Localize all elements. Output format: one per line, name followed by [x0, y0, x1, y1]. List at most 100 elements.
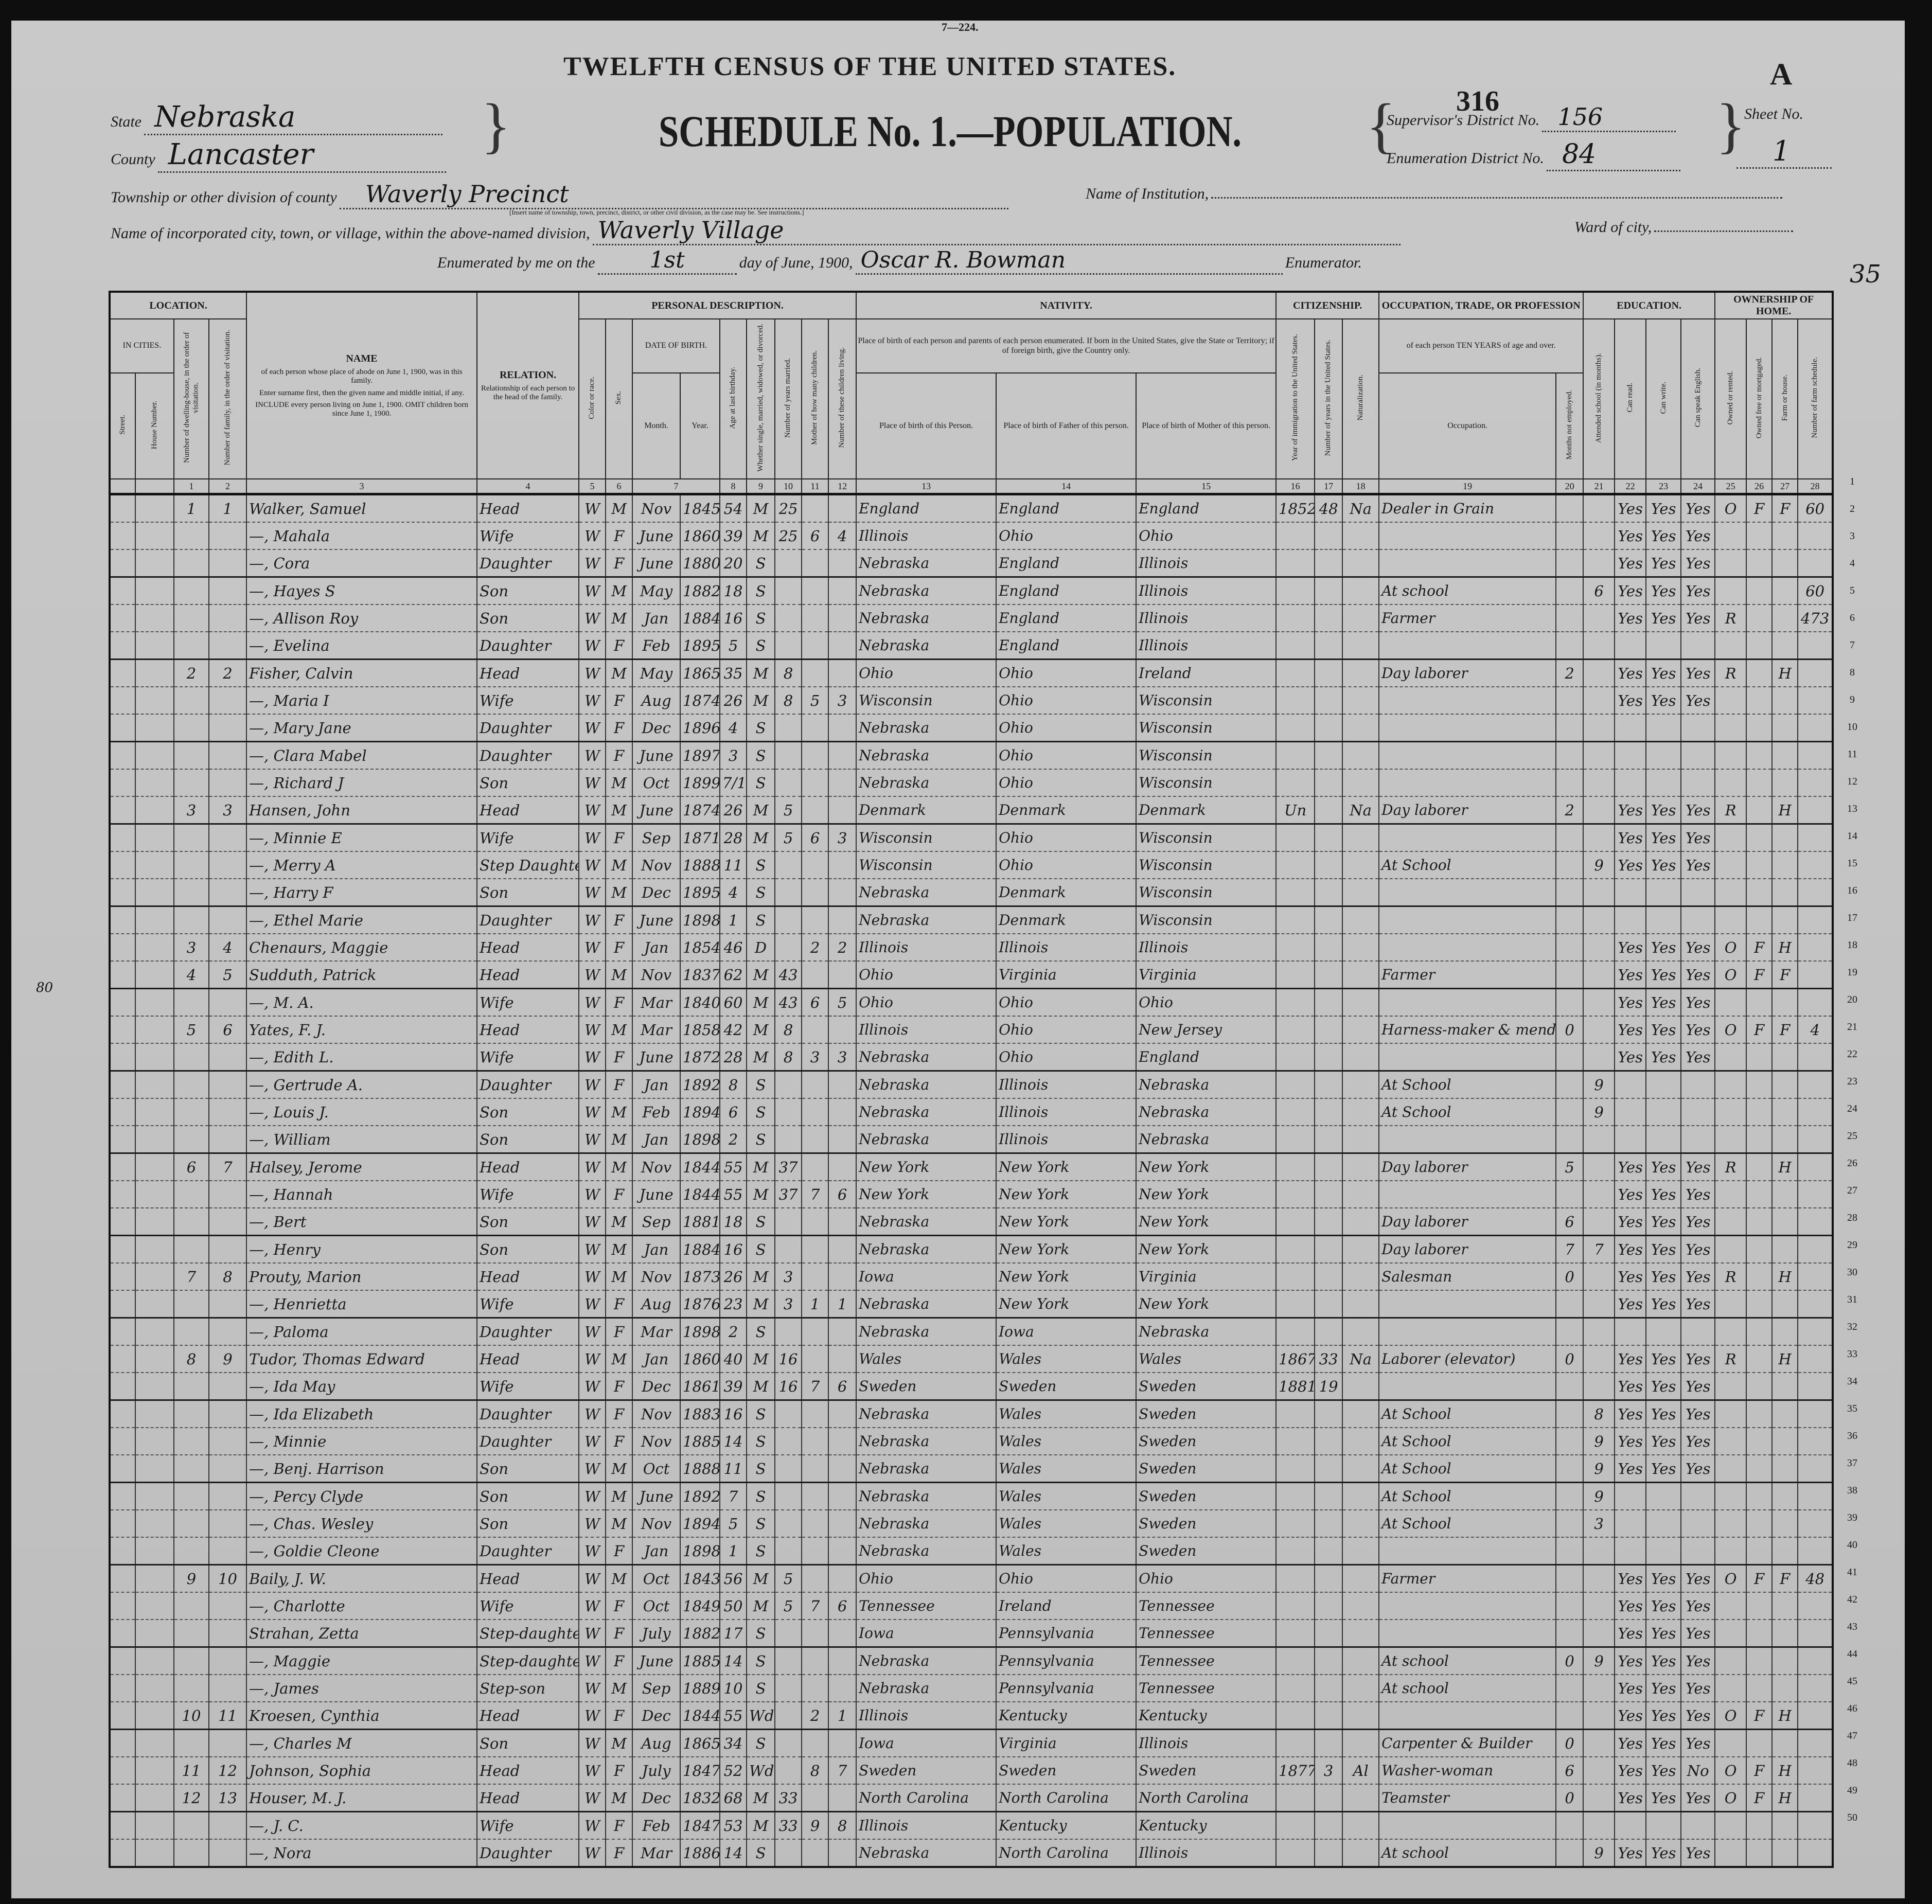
cell-age: 14 [719, 1839, 748, 1868]
cell-immigration-year [1275, 1811, 1316, 1840]
cell-immigration-year [1275, 1455, 1316, 1484]
cell-free-mortgaged [1746, 1153, 1773, 1182]
cell-farm-house [1771, 1510, 1799, 1538]
cell-occupation: At School [1378, 1098, 1557, 1127]
cell-birthplace-person: Nebraska [856, 1455, 997, 1484]
cell-children-living: 3 [828, 824, 857, 852]
line-number: 23 [1847, 1076, 1857, 1087]
cell-birthplace-father: Pennsylvania [996, 1620, 1137, 1648]
cell-immigration-year [1275, 1784, 1316, 1813]
cell-color: W [578, 549, 607, 578]
cell-mother-of [801, 1153, 829, 1182]
cell-free-mortgaged [1746, 1510, 1773, 1538]
cell-relation: Head [476, 1702, 580, 1731]
cell-birthplace-father: Pennsylvania [996, 1675, 1137, 1703]
cell-free-mortgaged: F [1746, 1784, 1773, 1813]
cell-farm-schedule [1797, 1675, 1834, 1703]
cell-owned-rented [1714, 632, 1747, 661]
cell-free-mortgaged [1746, 1400, 1773, 1429]
cell-children-living [828, 1537, 857, 1566]
cell-house-number [135, 1208, 174, 1237]
cell-free-mortgaged [1746, 1455, 1773, 1484]
cell-street [109, 1564, 136, 1593]
header-month: Month. [632, 372, 681, 480]
cell-naturalization [1342, 604, 1380, 633]
cell-children-living [828, 1647, 857, 1676]
cell-free-mortgaged [1746, 1318, 1773, 1346]
cell-occupation [1378, 769, 1557, 797]
cell-sex: F [605, 1373, 633, 1401]
cell-birthplace-father: Ohio [996, 714, 1137, 743]
cell-years-in-us: 48 [1314, 494, 1343, 523]
cell-farm-schedule [1797, 1482, 1834, 1511]
cell-speaks-english: Yes [1680, 1620, 1716, 1648]
header-children-living: Number of these children living. [828, 318, 857, 480]
cell-months-unemployed [1555, 824, 1584, 852]
cell-years-in-us [1314, 1702, 1343, 1731]
cell-birth-month: Aug [632, 1290, 681, 1319]
cell-occupation [1378, 741, 1557, 770]
cell-birthplace-person: Nebraska [856, 1318, 997, 1346]
cell-free-mortgaged [1746, 1428, 1773, 1456]
cell-attended-school [1583, 1290, 1616, 1319]
cell-birthplace-mother: Sweden [1136, 1400, 1277, 1429]
cell-color: W [578, 1400, 607, 1429]
cell-farm-house: H [1771, 1153, 1799, 1182]
table-row: —, Harry F Son W M Dec 1895 4 S Nebraska Denmark W… [109, 879, 1834, 907]
cell-dwelling-number [173, 522, 209, 550]
cell-birth-year: 1861 [680, 1373, 721, 1401]
cell-house-number [135, 1564, 174, 1593]
cell-dwelling-number [173, 687, 209, 715]
city-value: Waverly Village [592, 216, 1401, 245]
cell-relation: Head [476, 796, 580, 825]
cell-mother-of: 7 [801, 1181, 829, 1209]
cell-naturalization: Na [1342, 796, 1380, 825]
cell-birthplace-mother: Nebraska [1136, 1318, 1277, 1346]
cell-farm-house [1771, 1126, 1799, 1154]
cell-farm-schedule [1797, 824, 1834, 852]
cell-age: 62 [719, 961, 748, 990]
cell-birthplace-mother: England [1136, 494, 1277, 523]
line-number: 19 [1847, 967, 1857, 978]
cell-attended-school: 9 [1583, 1455, 1616, 1484]
cell-free-mortgaged: F [1746, 1757, 1773, 1785]
cell-months-unemployed [1555, 988, 1584, 1017]
cell-age: 26 [719, 687, 748, 715]
cell-color: W [578, 1482, 607, 1511]
header-color-text: Color or race. [588, 376, 596, 419]
cell-speaks-english: Yes [1680, 1016, 1716, 1044]
cell-birthplace-mother: Sweden [1136, 1537, 1277, 1566]
cell-name: —, Paloma [246, 1318, 478, 1346]
cell-relation: Daughter [476, 741, 580, 770]
cell-dwelling-number [173, 1098, 209, 1127]
cell-birthplace-mother: Sweden [1136, 1510, 1277, 1538]
census-title: TWELFTH CENSUS OF THE UNITED STATES. [563, 52, 1177, 81]
cell-can-write: Yes [1645, 1208, 1682, 1237]
table-row: 2 2 Fisher, Calvin Head W M May 1865 35 M 8 Ohio Ohi… [109, 659, 1834, 688]
cell-house-number [135, 906, 174, 935]
schedule-title: SCHEDULE No. 1.—POPULATION. [659, 106, 1242, 156]
cell-farm-schedule [1797, 714, 1834, 743]
column-number: 20 [1555, 478, 1584, 496]
cell-street [109, 549, 136, 578]
cell-family-number: 4 [208, 934, 247, 962]
cell-marital-status: M [746, 1345, 776, 1374]
cell-can-read: Yes [1614, 1702, 1647, 1731]
line-number: 30 [1847, 1267, 1857, 1278]
cell-owned-rented [1714, 1537, 1747, 1566]
cell-family-number: 7 [208, 1153, 247, 1182]
cell-birth-month: Jan [632, 1071, 681, 1099]
cell-street [109, 1811, 136, 1840]
header-name: NAME of each person whose place of abode… [246, 291, 478, 480]
cell-family-number [208, 1373, 247, 1401]
header-sex-text: Sex. [614, 390, 623, 405]
cell-house-number [135, 1126, 174, 1154]
cell-age: 14 [719, 1428, 748, 1456]
cell-house-number [135, 1702, 174, 1731]
cell-can-read [1614, 879, 1647, 907]
header-street: Street. [109, 372, 136, 480]
cell-attended-school [1583, 824, 1616, 852]
cell-birth-month: May [632, 659, 681, 688]
cell-occupation: Dealer in Grain [1378, 494, 1557, 523]
cell-naturalization [1342, 1400, 1380, 1429]
